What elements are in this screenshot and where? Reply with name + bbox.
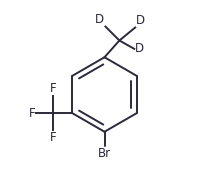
Text: F: F: [49, 82, 56, 95]
Text: F: F: [49, 131, 56, 144]
Text: Br: Br: [98, 147, 111, 160]
Text: D: D: [135, 42, 144, 55]
Text: D: D: [95, 13, 104, 26]
Text: D: D: [136, 14, 145, 27]
Text: F: F: [28, 107, 35, 120]
